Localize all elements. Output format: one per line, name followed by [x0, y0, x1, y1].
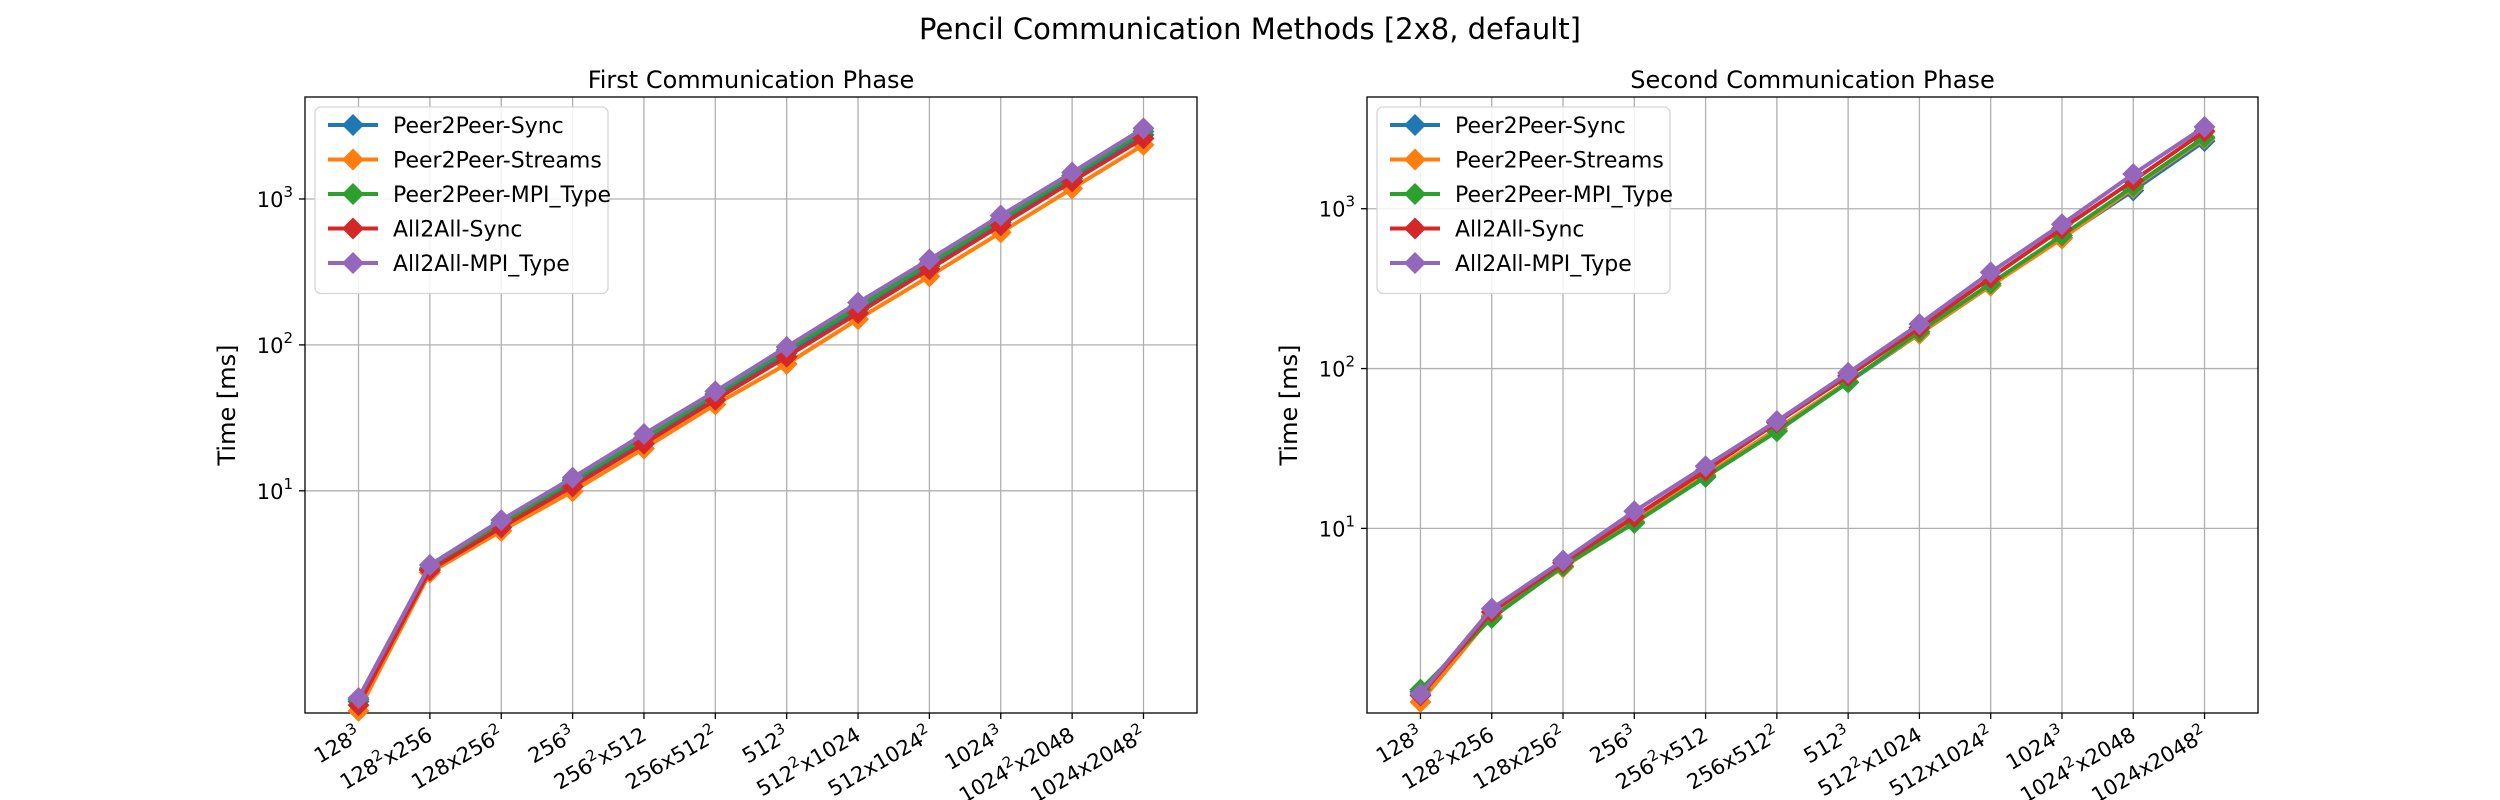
data-point — [1623, 500, 1646, 523]
data-point — [2122, 162, 2145, 185]
data-point — [2050, 213, 2073, 236]
figure-title: Pencil Communication Methods [2x8, defau… — [919, 12, 1581, 46]
y-tick-label: 103 — [1319, 193, 1355, 222]
data-point — [632, 423, 655, 446]
data-point — [418, 554, 441, 577]
legend-label: All2All-Sync — [393, 218, 523, 243]
data-point — [918, 248, 941, 271]
legend-item: Peer2Peer-Sync — [328, 114, 564, 139]
legend-item: All2All-MPI_Type — [1390, 252, 1632, 277]
y-tick-label: 103 — [257, 183, 293, 212]
panel-title: Second Communication Phase — [1630, 66, 1994, 94]
data-point — [1552, 549, 1575, 572]
y-tick-label: 101 — [1319, 512, 1355, 541]
y-tick-label: 102 — [257, 329, 293, 358]
legend-item: All2All-MPI_Type — [328, 252, 570, 277]
y-tick-label: 102 — [1319, 353, 1355, 382]
legend-label: Peer2Peer-MPI_Type — [393, 183, 611, 208]
legend-marker — [1404, 114, 1426, 136]
legend-marker — [342, 252, 364, 274]
legend-item: Peer2Peer-Sync — [1390, 114, 1626, 139]
data-point — [1480, 597, 1503, 620]
data-point — [847, 291, 870, 314]
series-All2All-MPI_Type — [1409, 115, 2216, 706]
data-point — [1694, 455, 1717, 478]
series-line — [356, 136, 1145, 707]
legend-label: Peer2Peer-Streams — [393, 149, 602, 174]
series-line — [356, 126, 1145, 699]
series-line — [1419, 135, 2206, 692]
legend-item: All2All-Sync — [328, 217, 523, 243]
legend-item: Peer2Peer-Streams — [1390, 148, 1664, 174]
legend-item: All2All-Sync — [1390, 217, 1585, 243]
legend-label: Peer2Peer-MPI_Type — [1455, 183, 1673, 208]
legend-marker — [1404, 183, 1426, 205]
legend-label: Peer2Peer-Sync — [1455, 114, 1626, 139]
legend-box — [1376, 106, 1671, 295]
series-line — [356, 129, 1145, 701]
data-point — [1837, 361, 1860, 384]
data-point — [1765, 409, 1788, 432]
legend: Peer2Peer-Sync Peer2Peer-Streams Peer2Peer… — [314, 106, 611, 295]
series-All2All-MPI_Type — [347, 117, 1155, 710]
series-line — [356, 143, 1145, 712]
legend-item: Peer2Peer-MPI_Type — [328, 183, 611, 208]
legend-marker — [342, 114, 364, 136]
data-point — [1132, 117, 1155, 140]
data-point — [775, 335, 798, 358]
legend-item: Peer2Peer-Streams — [328, 148, 602, 174]
data-point — [704, 380, 727, 403]
data-point — [1061, 161, 1084, 184]
legend-marker — [1404, 252, 1426, 274]
data-point — [1409, 683, 1432, 706]
legend-marker — [342, 217, 364, 240]
legend: Peer2Peer-Sync Peer2Peer-Streams Peer2Peer… — [1376, 106, 1673, 295]
data-point — [490, 509, 513, 532]
legend-box — [314, 106, 609, 295]
y-axis-label: Time [ms] — [1275, 345, 1303, 467]
y-axis-label: Time [ms] — [213, 345, 241, 467]
series-line — [1418, 125, 2206, 696]
legend-item: Peer2Peer-MPI_Type — [1390, 183, 1673, 208]
legend-label: All2All-MPI_Type — [393, 252, 570, 277]
data-point — [1908, 313, 1931, 336]
legend-marker — [342, 148, 364, 171]
data-point — [1979, 261, 2002, 284]
data-point — [989, 204, 1012, 227]
legend-marker — [342, 183, 364, 205]
legend-marker — [1404, 148, 1426, 171]
data-point — [2193, 115, 2216, 138]
y-tick-label: 101 — [257, 475, 293, 504]
data-point — [561, 466, 584, 489]
axes-frame — [304, 96, 1198, 714]
legend-label: Peer2Peer-Streams — [1455, 149, 1664, 174]
data-point — [347, 687, 370, 710]
panel-title: First Communication Phase — [588, 66, 915, 94]
legend-marker — [1404, 217, 1426, 240]
legend-label: All2All-MPI_Type — [1455, 252, 1632, 277]
axes-frame — [1366, 96, 2259, 714]
legend-label: Peer2Peer-Sync — [393, 114, 564, 139]
legend-label: All2All-Sync — [1455, 218, 1585, 243]
